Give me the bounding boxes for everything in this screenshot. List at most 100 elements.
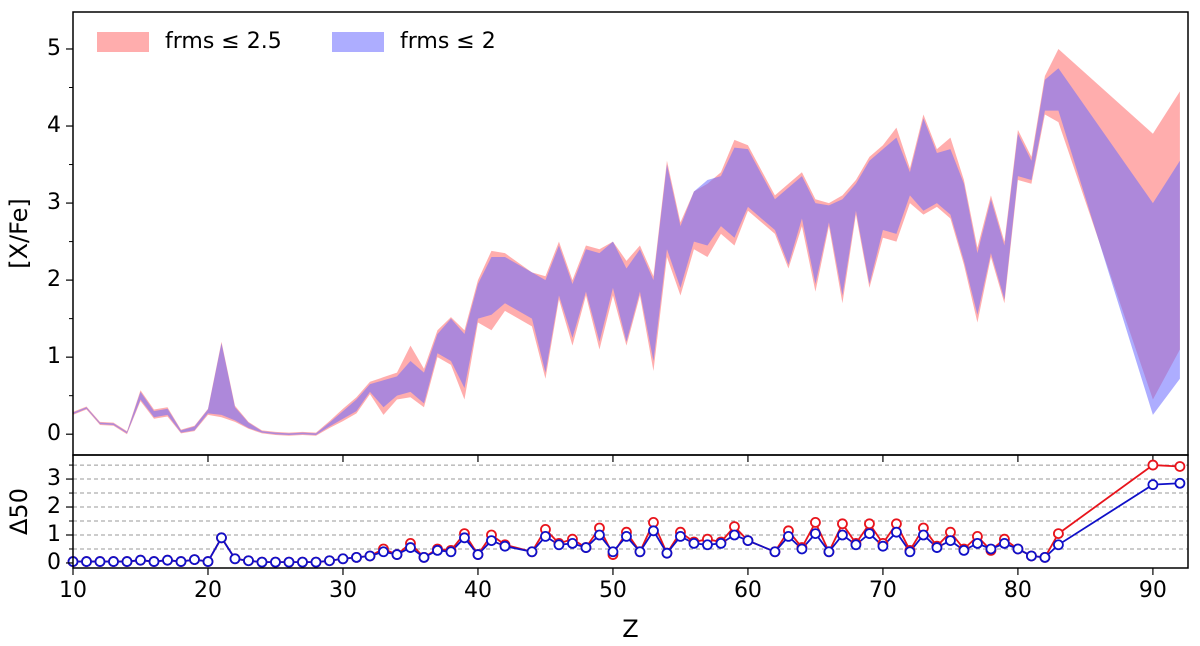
marker	[175, 556, 187, 567]
marker	[553, 539, 565, 551]
marker	[94, 556, 106, 567]
marker	[850, 539, 862, 551]
marker	[567, 537, 578, 549]
marker	[1147, 479, 1159, 491]
marker	[243, 555, 254, 567]
marker	[918, 529, 929, 541]
y-axis-label: [X/Fe]	[5, 198, 33, 269]
marker	[148, 556, 160, 567]
marker	[459, 532, 470, 544]
marker	[216, 532, 227, 544]
marker	[621, 530, 632, 542]
marker	[931, 542, 943, 553]
marker	[540, 530, 551, 542]
marker	[864, 518, 875, 530]
x-tick-label: 70	[869, 578, 897, 603]
y-tick-label: 0	[47, 550, 61, 575]
marker	[796, 543, 808, 555]
x-tick-label: 10	[59, 578, 87, 603]
marker	[1026, 550, 1037, 562]
marker	[675, 530, 686, 542]
band	[73, 68, 1180, 435]
marker	[999, 537, 1010, 549]
y-tick-label: 1	[47, 522, 61, 547]
marker	[405, 542, 416, 553]
x-axis-label: Z	[622, 615, 638, 643]
marker	[472, 549, 484, 560]
marker	[810, 528, 821, 539]
marker	[432, 544, 443, 556]
marker	[1147, 459, 1159, 471]
marker	[162, 554, 173, 566]
marker	[783, 530, 794, 542]
marker	[958, 544, 970, 556]
marker	[891, 526, 902, 538]
marker	[823, 546, 835, 558]
legend-swatch	[332, 32, 384, 52]
marker	[526, 546, 538, 558]
y-tick-label: 3	[47, 190, 61, 215]
marker	[310, 556, 322, 568]
marker	[108, 556, 119, 567]
marker	[202, 556, 214, 567]
y-tick-label: 5	[47, 36, 61, 61]
x-tick-label: 90	[1139, 578, 1167, 603]
marker	[810, 517, 821, 528]
marker	[337, 553, 349, 565]
marker	[1039, 551, 1051, 563]
x-tick-label: 50	[599, 578, 627, 603]
marker	[1174, 461, 1186, 472]
marker	[1012, 543, 1024, 555]
y-tick-label: 0	[47, 421, 61, 446]
marker	[729, 529, 740, 541]
marker	[904, 546, 916, 558]
plot-frame	[72, 454, 1189, 569]
marker	[499, 540, 511, 552]
marker	[715, 537, 727, 549]
marker	[121, 556, 133, 567]
marker	[634, 546, 646, 558]
marker	[877, 540, 889, 552]
legend-swatch	[97, 32, 149, 52]
band	[73, 48, 1180, 436]
x-tick-label: 30	[329, 578, 357, 603]
marker	[688, 537, 700, 549]
marker	[256, 556, 268, 568]
marker	[270, 556, 281, 568]
marker	[445, 546, 457, 558]
marker	[702, 539, 713, 551]
marker	[351, 551, 362, 563]
marker	[324, 555, 335, 567]
marker	[378, 546, 389, 558]
marker	[837, 518, 848, 530]
y-tick-label: 4	[47, 113, 61, 138]
x-tick-label: 40	[464, 578, 492, 603]
marker	[661, 547, 673, 559]
marker	[229, 553, 241, 565]
plot-frame	[72, 11, 1189, 456]
marker	[769, 546, 781, 558]
x-tick-label: 60	[734, 578, 762, 603]
marker	[837, 529, 848, 541]
marker	[297, 556, 308, 568]
x-tick-label: 20	[194, 578, 222, 603]
marker	[1053, 528, 1064, 539]
marker	[594, 529, 605, 541]
marker	[364, 550, 376, 562]
marker	[607, 546, 619, 558]
y-tick-label: 3	[47, 466, 61, 491]
legend-label: frms ≤ 2	[400, 29, 496, 54]
marker	[189, 554, 200, 566]
marker	[742, 535, 754, 546]
y-tick-label: 2	[47, 494, 61, 519]
marker	[1053, 539, 1064, 551]
marker	[391, 549, 403, 560]
marker	[283, 556, 295, 568]
y-tick-label: 2	[47, 267, 61, 292]
marker	[945, 535, 956, 546]
marker	[648, 525, 659, 537]
legend-label: frms ≤ 2.5	[165, 29, 282, 54]
x-tick-label: 80	[1004, 578, 1032, 603]
marker	[135, 554, 146, 566]
